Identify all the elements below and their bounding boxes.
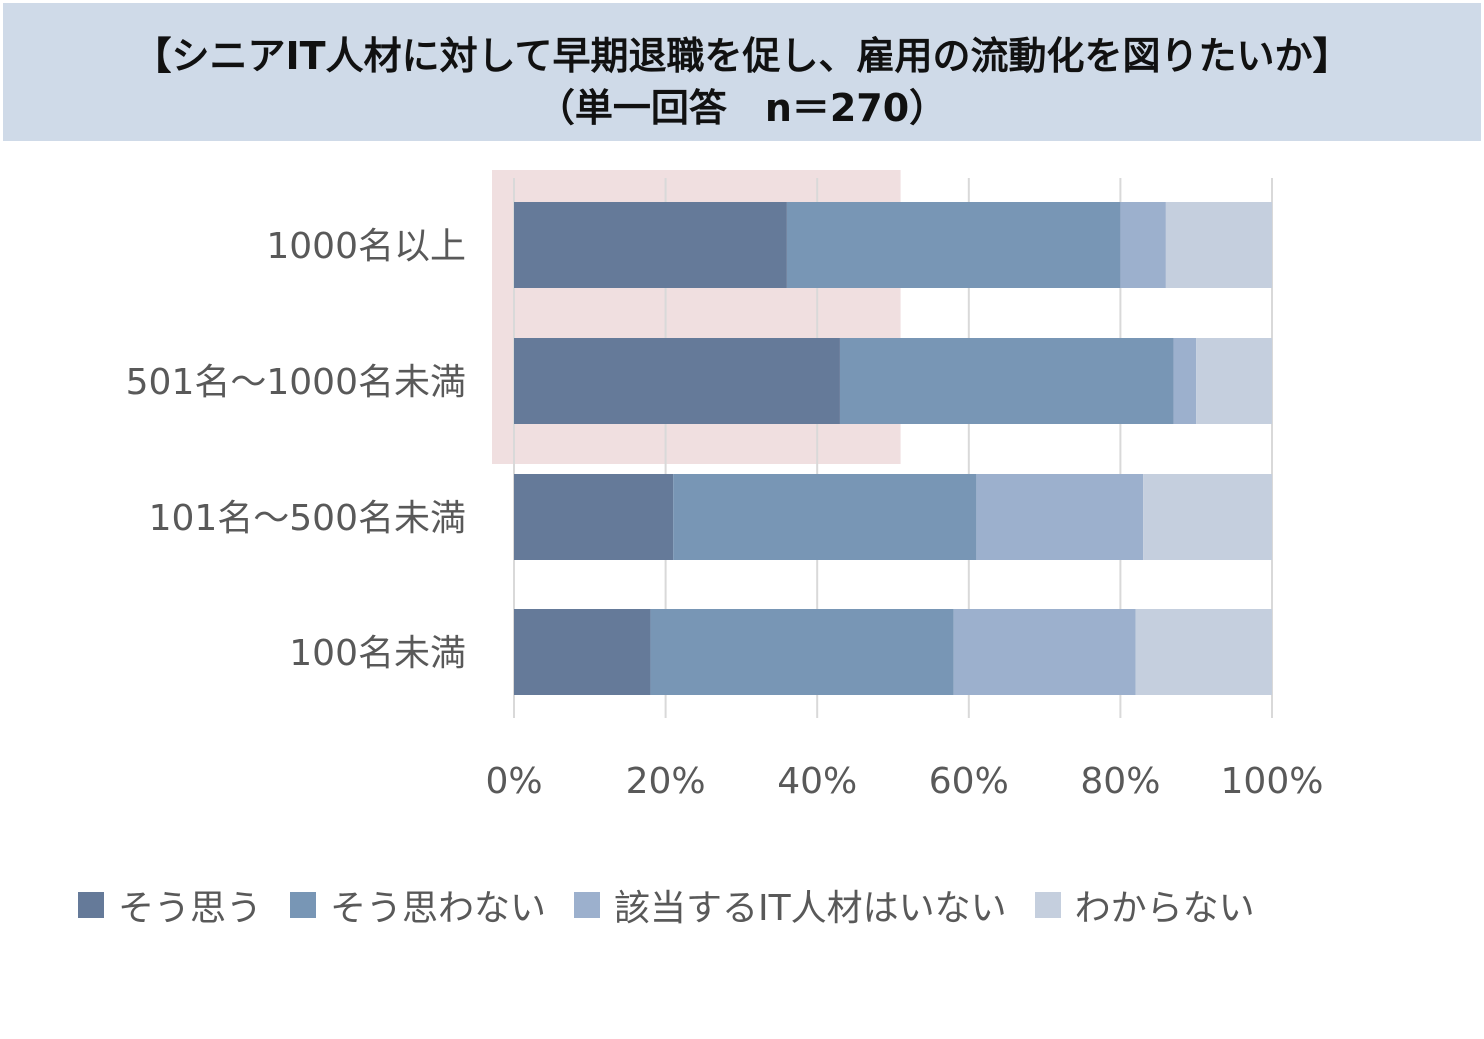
category-label: 100名未満 [289,633,466,674]
bar-segment [650,609,954,695]
legend-item: そう思わない [290,879,546,931]
legend-label: そう思う [118,888,263,929]
category-label: 1000名以上 [266,226,466,267]
bar-segment [1173,338,1197,424]
legend-swatch [290,892,317,918]
legend: そう思う そう思わない 該当するIT人材はいない わからない [78,880,1283,930]
bar-segment [673,474,977,560]
legend-swatch [574,892,601,918]
bar-segment [953,609,1136,695]
bar-segment [514,338,840,424]
x-tick-label: 40% [777,761,857,802]
x-tick-label: 100% [1221,761,1324,802]
bar-layer [514,202,1272,695]
category-labels: 1000名以上 501名～1000名未満 101名～500名未満 100名未満 [126,226,466,674]
chart-title: 【シニアIT人材に対して早期退職を促し、雇用の流動化を図りたいか】 [133,34,1351,78]
bar-segment [514,474,674,560]
chart-subtitle: （単一回答 n＝270） [536,86,948,130]
x-tick-label: 80% [1080,761,1160,802]
title-band: 【シニアIT人材に対して早期退職を促し、雇用の流動化を図りたいか】 （単一回答 … [3,3,1481,141]
x-tick-label: 60% [929,761,1009,802]
legend-label: 該当するIT人材はいない [614,888,1007,929]
legend-item: わからない [1034,879,1255,931]
legend-item: 該当するIT人材はいない [574,879,1007,931]
bar-segment [1120,202,1166,288]
legend-swatch [1034,892,1061,918]
bar-segment [514,609,651,695]
bar-segment [786,202,1121,288]
bar-segment [839,338,1174,424]
bar-segment [514,202,787,288]
bar-segment [1165,202,1272,288]
x-tick-label: 0% [485,761,542,802]
legend-label: そう思わない [330,888,547,929]
legend-label: わからない [1074,888,1255,929]
bar-segment [976,474,1144,560]
category-label: 501名～1000名未満 [126,362,466,403]
bar-segment [1143,474,1272,560]
legend-swatch [78,892,104,918]
legend-item: そう思う [78,879,262,931]
bar-chart: 1000名以上 501名～1000名未満 101名～500名未満 100名未満 0% 2… [126,170,1323,802]
bar-segment [1196,338,1272,424]
bar-segment [1135,609,1272,695]
x-tick-label: 20% [626,761,706,802]
x-axis-ticks: 0% 20% 40% 60% 80% 100% [485,761,1323,802]
category-label: 101名～500名未満 [149,498,466,539]
